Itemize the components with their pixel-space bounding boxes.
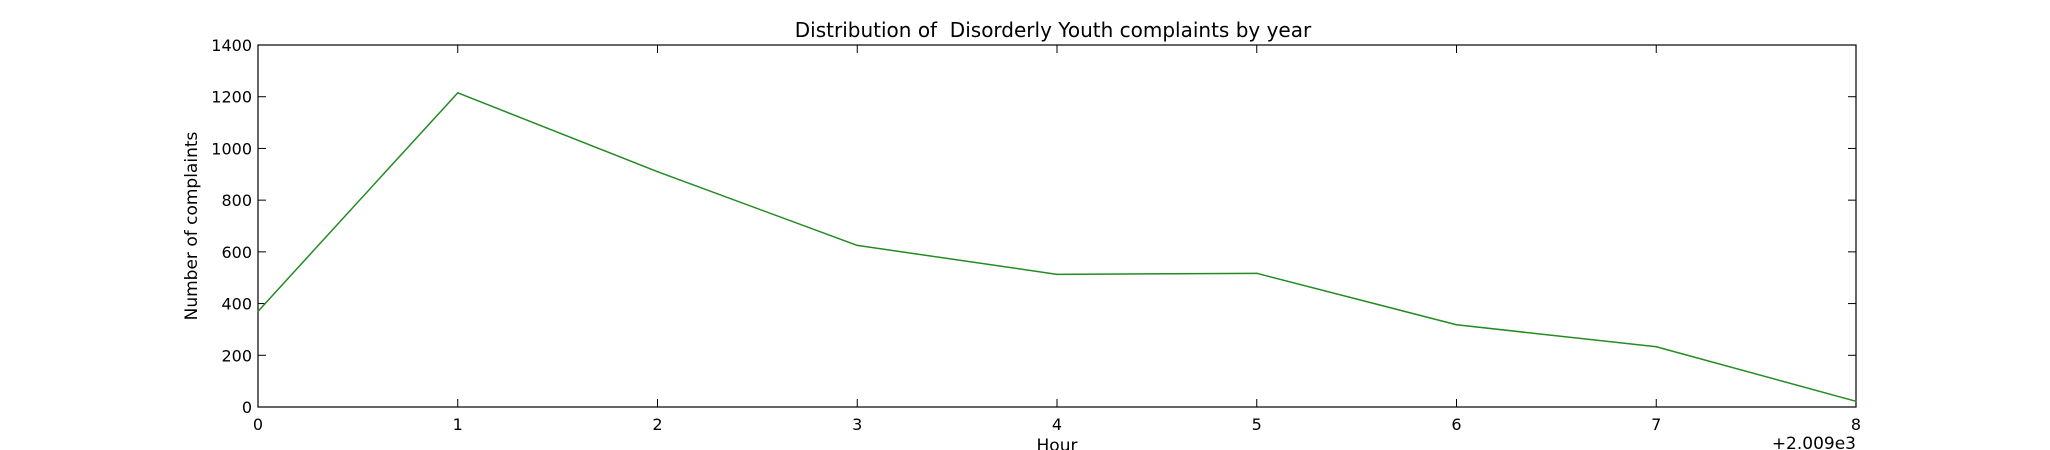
y-axis-ticks: 0 200 400 600 800 1000 1200 1400 [211, 36, 1856, 417]
y-tick-label-4: 800 [221, 191, 252, 210]
x-axis-ticks: 0 1 2 3 4 5 6 7 8 [253, 45, 1861, 434]
data-point-0-7 [1655, 345, 1658, 348]
x-tick-label-3: 3 [852, 415, 862, 434]
y-axis-label: Number of complaints [182, 131, 202, 320]
y-tick-label-2: 400 [221, 295, 252, 314]
plot-frame [257, 44, 1857, 408]
data-point-0-2 [656, 170, 659, 173]
y-tick-label-7: 1400 [211, 36, 252, 55]
y-tick-label-1: 200 [221, 346, 252, 365]
series-layer [257, 92, 1857, 403]
data-point-0-0 [257, 310, 259, 313]
data-point-0-8 [1855, 400, 1857, 403]
chart-title: Distribution of Disorderly Youth complai… [795, 18, 1312, 42]
data-point-0-6 [1455, 323, 1458, 326]
x-tick-label-8: 8 [1851, 415, 1861, 434]
y-tick-label-0: 0 [242, 398, 252, 417]
x-tick-label-0: 0 [253, 415, 263, 434]
x-tick-label-5: 5 [1252, 415, 1262, 434]
x-tick-label-7: 7 [1651, 415, 1661, 434]
x-tick-label-4: 4 [1052, 415, 1062, 434]
x-tick-label-1: 1 [453, 415, 463, 434]
y-tick-label-3: 600 [221, 243, 252, 262]
x-tick-label-2: 2 [652, 415, 662, 434]
data-point-0-5 [1255, 272, 1258, 275]
x-axis-offset-label: +2.009e3 [1772, 434, 1856, 450]
data-point-0-3 [856, 244, 859, 247]
series-line-0 [257, 92, 1857, 403]
data-point-0-1 [456, 92, 459, 94]
y-tick-label-5: 1000 [211, 139, 252, 158]
x-axis-label: Hour [1037, 436, 1078, 450]
y-tick-label-6: 1200 [211, 88, 252, 107]
x-tick-label-6: 6 [1451, 415, 1461, 434]
data-point-0-4 [1056, 273, 1058, 276]
